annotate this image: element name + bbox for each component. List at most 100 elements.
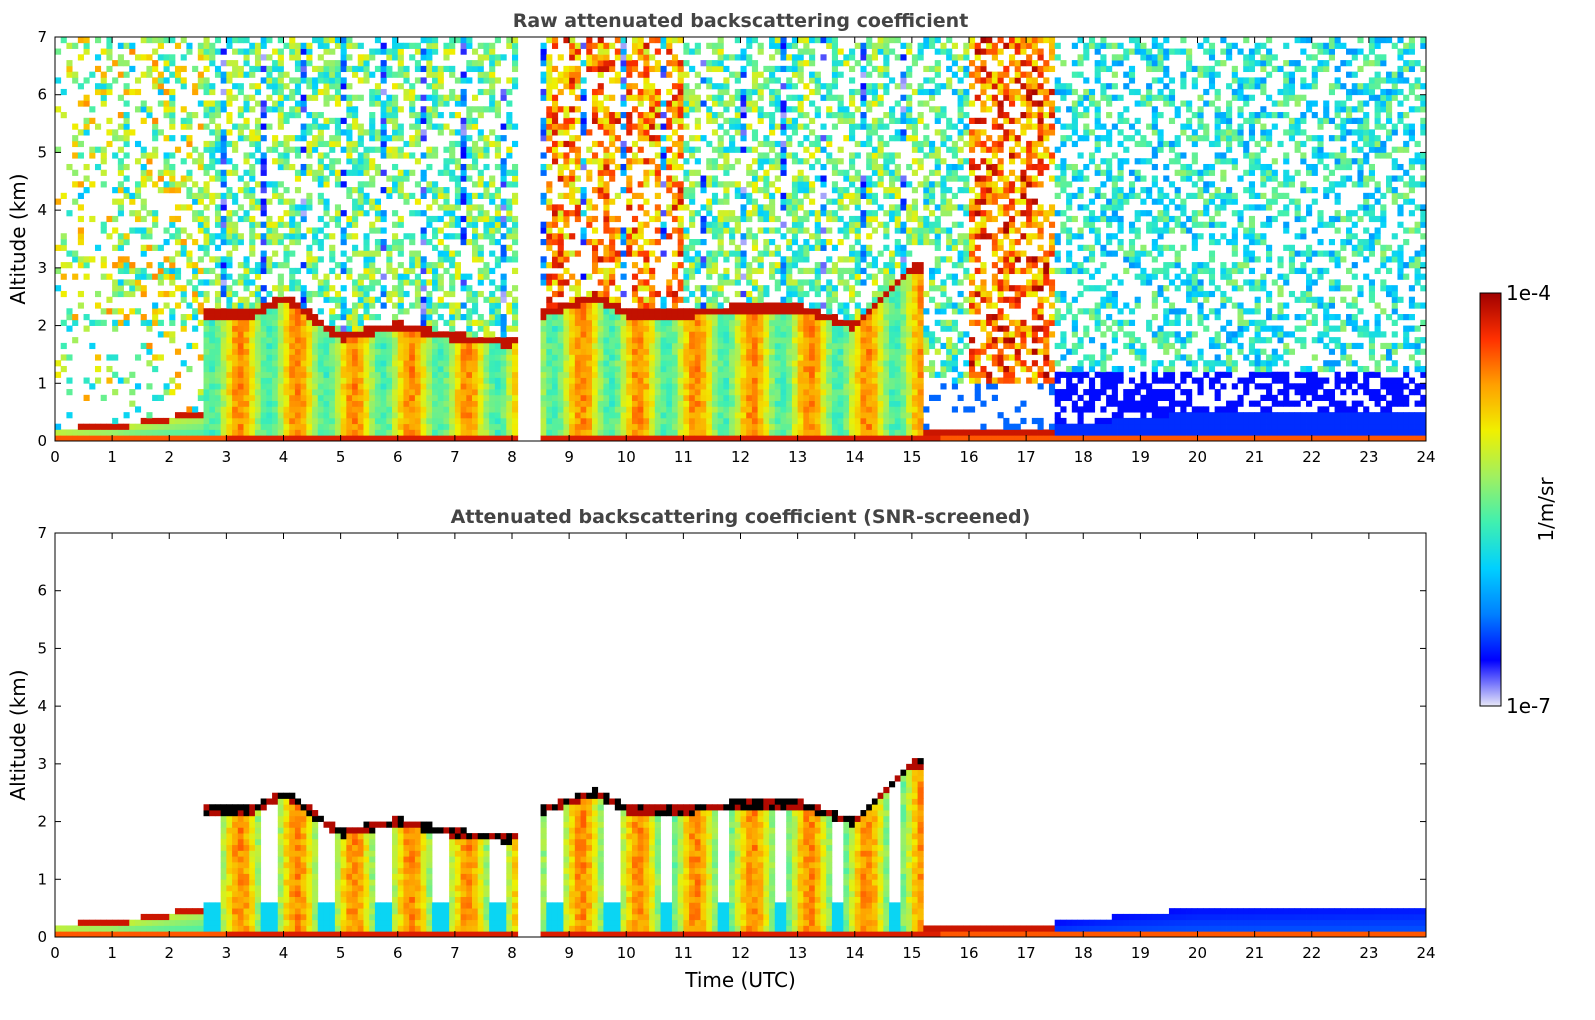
heatmap-cell bbox=[689, 365, 696, 373]
heatmap-cell bbox=[283, 325, 290, 332]
heatmap-cell bbox=[152, 215, 159, 223]
heatmap-cell bbox=[374, 331, 382, 338]
heatmap-cell bbox=[232, 371, 239, 378]
heatmap-cell bbox=[409, 279, 416, 286]
heatmap-cell bbox=[140, 181, 147, 188]
heatmap-cell bbox=[637, 435, 644, 441]
heatmap-cell bbox=[306, 198, 313, 205]
heatmap-cell bbox=[460, 394, 467, 401]
heatmap-cell bbox=[563, 435, 570, 441]
heatmap-cell bbox=[420, 54, 427, 61]
heatmap-cell bbox=[283, 331, 290, 338]
heatmap-cell bbox=[380, 365, 387, 373]
heatmap-cell bbox=[460, 215, 467, 223]
heatmap-cell bbox=[363, 412, 370, 419]
heatmap-cell bbox=[580, 94, 587, 101]
heatmap-cell bbox=[414, 112, 421, 119]
heatmap-cell bbox=[614, 250, 621, 257]
heatmap-cell bbox=[631, 394, 639, 401]
heatmap-cell bbox=[597, 314, 604, 321]
heatmap-cell bbox=[729, 348, 736, 355]
heatmap-cell bbox=[392, 365, 399, 373]
heatmap-cell bbox=[723, 371, 730, 378]
heatmap-cell bbox=[654, 290, 661, 298]
heatmap-cell bbox=[597, 348, 604, 355]
heatmap-cell bbox=[272, 158, 279, 165]
heatmap-cell bbox=[551, 365, 559, 373]
heatmap-cell bbox=[334, 337, 342, 344]
heatmap-cell bbox=[414, 140, 421, 148]
heatmap-cell bbox=[563, 371, 570, 378]
heatmap-cell bbox=[414, 348, 421, 355]
heatmap-cell bbox=[734, 412, 741, 419]
heatmap-cell bbox=[220, 319, 227, 326]
heatmap-cell bbox=[283, 42, 290, 49]
heatmap-cell bbox=[614, 285, 621, 292]
heatmap-cell bbox=[723, 83, 730, 90]
heatmap-cell bbox=[432, 94, 439, 101]
heatmap-cell bbox=[454, 192, 461, 199]
heatmap-cell bbox=[192, 146, 199, 153]
heatmap-cell bbox=[694, 42, 701, 49]
heatmap-cell bbox=[277, 273, 284, 280]
heatmap-cell bbox=[551, 65, 559, 73]
heatmap-cell bbox=[454, 337, 461, 344]
heatmap-cell bbox=[700, 412, 707, 419]
heatmap-cell bbox=[500, 377, 507, 384]
heatmap-cell bbox=[300, 65, 307, 73]
heatmap-cell bbox=[346, 221, 353, 228]
heatmap-cell bbox=[283, 158, 290, 165]
heatmap-cell bbox=[706, 273, 713, 280]
heatmap-cell bbox=[203, 400, 210, 407]
heatmap-cell bbox=[289, 302, 296, 309]
heatmap-cell bbox=[323, 400, 330, 407]
heatmap-cell bbox=[706, 435, 713, 441]
heatmap-cell bbox=[369, 331, 376, 338]
heatmap-cell bbox=[717, 244, 724, 251]
heatmap-cell bbox=[512, 227, 519, 234]
heatmap-cell bbox=[449, 94, 456, 101]
heatmap-cell bbox=[494, 348, 501, 355]
heatmap-cell bbox=[432, 262, 439, 269]
heatmap-cell bbox=[180, 285, 187, 292]
heatmap-cell bbox=[654, 169, 661, 176]
heatmap-cell bbox=[603, 429, 610, 436]
heatmap-cell bbox=[277, 290, 284, 298]
heatmap-cell bbox=[557, 342, 564, 350]
heatmap-cell bbox=[609, 158, 616, 165]
heatmap-cell bbox=[551, 412, 559, 419]
heatmap-cell bbox=[232, 319, 239, 326]
heatmap-cell bbox=[134, 279, 142, 286]
heatmap-cell bbox=[300, 163, 307, 171]
heatmap-cell bbox=[89, 146, 96, 153]
heatmap-cell bbox=[83, 129, 90, 136]
heatmap-cell bbox=[317, 348, 324, 355]
heatmap-cell bbox=[112, 389, 119, 396]
heatmap-cell bbox=[277, 239, 284, 246]
heatmap-cell bbox=[357, 365, 364, 373]
heatmap-cell bbox=[232, 83, 239, 90]
heatmap-cell bbox=[454, 412, 461, 419]
heatmap-cell bbox=[432, 48, 439, 55]
heatmap-cell bbox=[563, 400, 570, 407]
heatmap-cell bbox=[260, 348, 267, 355]
panel-raw: Raw attenuated backscattering coefficien… bbox=[6, 10, 1436, 466]
heatmap-cell bbox=[683, 169, 690, 176]
heatmap-cell bbox=[454, 233, 461, 240]
heatmap-cell bbox=[374, 279, 382, 286]
heatmap-cell bbox=[432, 37, 439, 44]
heatmap-cell bbox=[334, 354, 342, 361]
heatmap-cell bbox=[397, 296, 404, 303]
heatmap-cell bbox=[277, 140, 284, 148]
heatmap-cell bbox=[409, 262, 416, 269]
heatmap-cell bbox=[489, 215, 496, 223]
heatmap-cell bbox=[591, 435, 599, 441]
heatmap-cell bbox=[209, 406, 216, 413]
heatmap-cell bbox=[369, 227, 376, 234]
heatmap-cell bbox=[329, 394, 336, 401]
heatmap-cell bbox=[209, 152, 216, 159]
heatmap-cell bbox=[551, 273, 559, 280]
heatmap-cell bbox=[55, 360, 62, 367]
heatmap-cell bbox=[454, 187, 461, 194]
heatmap-cell bbox=[89, 106, 96, 113]
